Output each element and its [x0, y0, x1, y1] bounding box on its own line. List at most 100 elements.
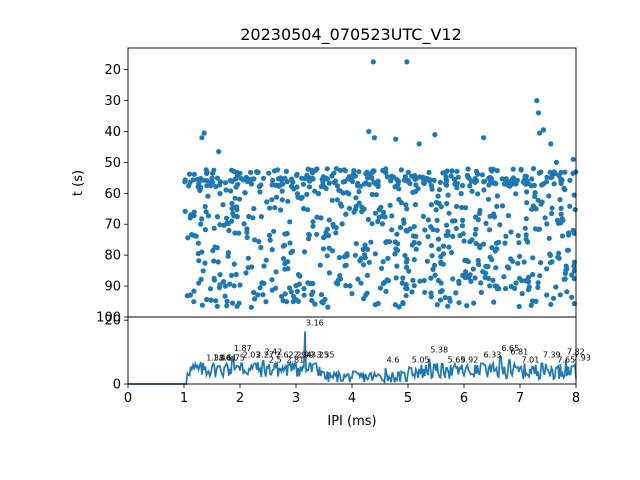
peak-label: 6.81 [510, 347, 528, 356]
scatter-point [444, 201, 450, 207]
scatter-point [452, 218, 458, 224]
scatter-point [269, 277, 275, 283]
scatter-point [485, 263, 491, 270]
scatter-point [489, 168, 495, 174]
scatter-point [449, 168, 455, 174]
scatter-point [340, 179, 346, 185]
scatter-point [363, 292, 369, 298]
scatter-point [214, 214, 220, 220]
scatter-point [433, 199, 440, 205]
scatter-point [454, 185, 460, 191]
scatter-point [434, 227, 440, 233]
scatter-point [571, 263, 577, 269]
scatter-point [513, 191, 519, 197]
scatter-point [428, 183, 434, 189]
scatter-point [385, 278, 392, 284]
scatter-point [396, 196, 402, 202]
scatter-point [236, 230, 242, 236]
scatter-point [529, 176, 535, 182]
scatter-point [261, 280, 267, 286]
x-tick-label: 7 [516, 391, 524, 406]
scatter-point [198, 221, 204, 227]
scatter-point [196, 280, 202, 286]
scatter-point [230, 300, 236, 306]
scatter-point [353, 195, 359, 201]
scatter-point [283, 168, 289, 174]
scatter-point [440, 251, 446, 257]
scatter-point [523, 236, 529, 242]
scatter-point [530, 271, 536, 278]
scatter-point [503, 233, 509, 239]
scatter-point [471, 300, 477, 306]
scatter-point [526, 284, 532, 290]
scatter-point [550, 295, 557, 301]
scatter-point [338, 203, 345, 209]
scatter-point [428, 294, 434, 300]
scatter-point [436, 246, 442, 252]
histogram-y-ticks: 0 20 [104, 314, 128, 393]
scatter-point [494, 193, 500, 199]
scatter-point [459, 182, 466, 189]
scatter-point [531, 182, 537, 188]
scatter-point [431, 262, 438, 268]
scatter-point [245, 265, 251, 271]
scatter-point [320, 246, 327, 252]
scatter-point [326, 270, 332, 276]
scatter-point [492, 180, 498, 186]
scatter-point [269, 197, 275, 203]
scatter-point [510, 166, 516, 172]
y-tick-label: 30 [104, 94, 121, 109]
scatter-point [472, 231, 478, 237]
scatter-point [448, 173, 454, 179]
scatter-point [372, 302, 378, 308]
scatter-point [333, 166, 339, 172]
scatter-point [260, 175, 267, 181]
scatter-point [377, 285, 383, 291]
scatter-point [476, 261, 482, 268]
scatter-point [410, 189, 416, 195]
scatter-point [494, 203, 500, 209]
scatter-point [505, 213, 511, 219]
scatter-point [295, 272, 301, 278]
scatter-point [213, 184, 219, 190]
scatter-point [559, 233, 566, 239]
scatter-point [445, 232, 451, 238]
scatter-point [570, 156, 576, 162]
scatter-point [342, 168, 348, 174]
scatter-point [365, 216, 371, 223]
scatter-point [307, 178, 313, 184]
scatter-y-axis-label: t (s) [71, 170, 86, 196]
scatter-point [223, 187, 229, 193]
scatter-point [329, 173, 335, 179]
scatter-point [549, 210, 555, 217]
scatter-point [243, 270, 249, 276]
scatter-point [457, 233, 463, 239]
scatter-point [209, 175, 215, 181]
scatter-point [225, 250, 232, 256]
scatter-point [454, 180, 460, 187]
peak-label: 2.99 [296, 350, 314, 359]
scatter-point [416, 240, 422, 246]
scatter-point [228, 272, 235, 278]
scatter-point [305, 166, 311, 172]
scatter-point [499, 176, 505, 182]
scatter-point [492, 283, 498, 289]
scatter-point [282, 231, 288, 237]
scatter-point [333, 225, 339, 231]
scatter-point [288, 176, 295, 182]
scatter-point [288, 289, 294, 295]
scatter-point [211, 225, 217, 231]
scatter-point [366, 128, 372, 135]
scatter-point [489, 257, 495, 263]
scatter-point [493, 265, 499, 271]
scatter-point [380, 209, 387, 215]
scatter-point [389, 213, 395, 219]
scatter-point [468, 178, 474, 184]
scatter-point [200, 268, 206, 274]
scatter-point [480, 241, 487, 247]
scatter-point [339, 221, 345, 227]
scatter-point [392, 302, 398, 308]
scatter-point [216, 149, 222, 155]
scatter-point [460, 217, 466, 223]
